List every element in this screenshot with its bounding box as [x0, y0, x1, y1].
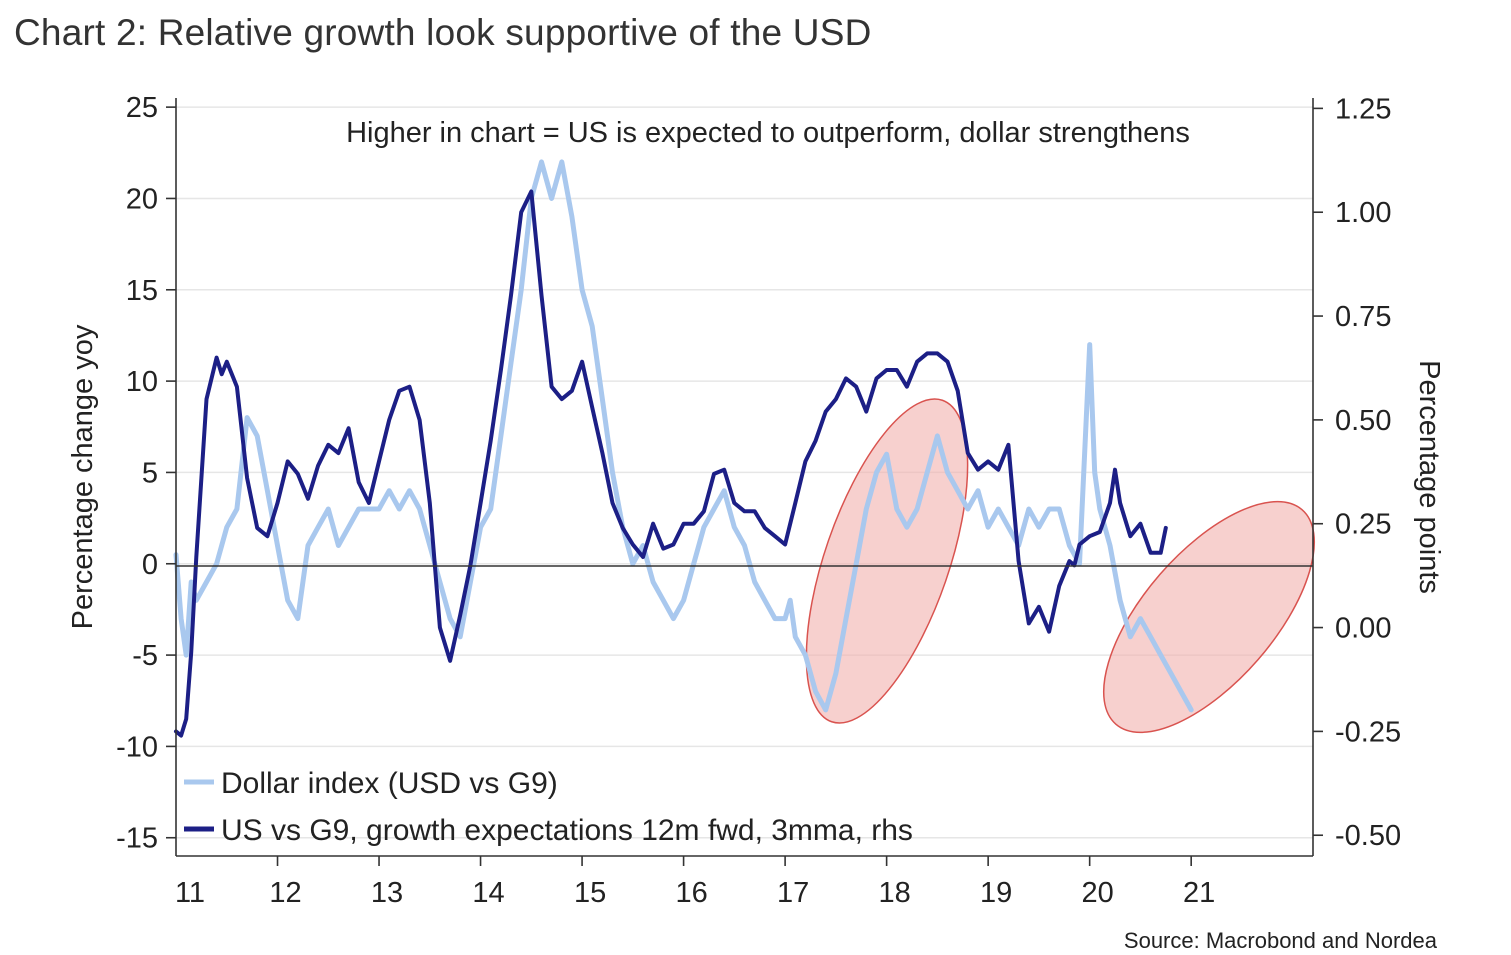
left-tick-label: -5: [132, 640, 158, 672]
x-tick-label: 12: [269, 877, 301, 909]
highlight-ellipses: [805, 398, 1316, 734]
x-tick-label: 16: [675, 877, 707, 909]
highlight-ellipse-2020: [1102, 500, 1316, 734]
left-tick-label: -10: [116, 731, 158, 763]
x-tick-label: 17: [777, 877, 809, 909]
right-tick-label: 1.25: [1335, 93, 1391, 125]
x-tick-label: 14: [472, 877, 504, 909]
legend-label-dollar-index: Dollar index (USD vs G9): [221, 767, 558, 800]
x-tick-label: 11: [175, 877, 205, 909]
left-tick-label: 20: [126, 183, 158, 215]
left-axis-label: Percentage change yoy: [67, 324, 99, 629]
right-tick-label: 0.00: [1335, 613, 1391, 645]
x-ticks: 11 12 13 14 15 16 17 18 19 20 21: [175, 856, 1215, 909]
chart-title: Chart 2: Relative growth look supportive…: [14, 12, 872, 53]
left-tick-label: 10: [126, 366, 158, 398]
x-tick-label: 19: [980, 877, 1012, 909]
right-tick-label: 1.00: [1335, 197, 1391, 229]
x-tick-label: 15: [574, 877, 606, 909]
x-tick-label: 18: [878, 877, 910, 909]
series-line-growth-expectations: [174, 189, 1168, 738]
right-tick-label: 0.25: [1335, 509, 1391, 541]
series-line-dollar-index: [173, 159, 1194, 713]
left-tick-label: -15: [116, 823, 158, 855]
right-axis-label: Percentage points: [1413, 360, 1445, 594]
source-note: Source: Macrobond and Nordea: [1124, 928, 1438, 953]
left-tick-label: 0: [142, 549, 158, 581]
legend-label-growth-expectations: US vs G9, growth expectations 12m fwd, 3…: [221, 814, 913, 847]
right-tick-label: -0.25: [1335, 716, 1401, 748]
x-tick-label: 20: [1082, 877, 1114, 909]
x-tick-label: 21: [1183, 877, 1215, 909]
axes: [175, 98, 1314, 857]
x-tick-label: 13: [371, 877, 403, 909]
legend: Dollar index (USD vs G9) US vs G9, growt…: [184, 767, 913, 847]
series-layer: [173, 159, 1194, 738]
left-y-ticks: 25 20 15 10 5 0 -5 -10 -15: [116, 92, 176, 855]
left-tick-label: 15: [126, 275, 158, 307]
chart-annotation: Higher in chart = US is expected to outp…: [346, 117, 1190, 149]
right-tick-label: -0.50: [1335, 820, 1401, 852]
right-y-ticks: 1.25 1.00 0.75 0.50 0.25 0.00 -0.25 -0.50: [1313, 93, 1401, 852]
left-tick-label: 25: [126, 92, 158, 124]
right-tick-label: 0.50: [1335, 405, 1391, 437]
left-tick-label: 5: [142, 457, 158, 489]
right-tick-label: 0.75: [1335, 301, 1391, 333]
